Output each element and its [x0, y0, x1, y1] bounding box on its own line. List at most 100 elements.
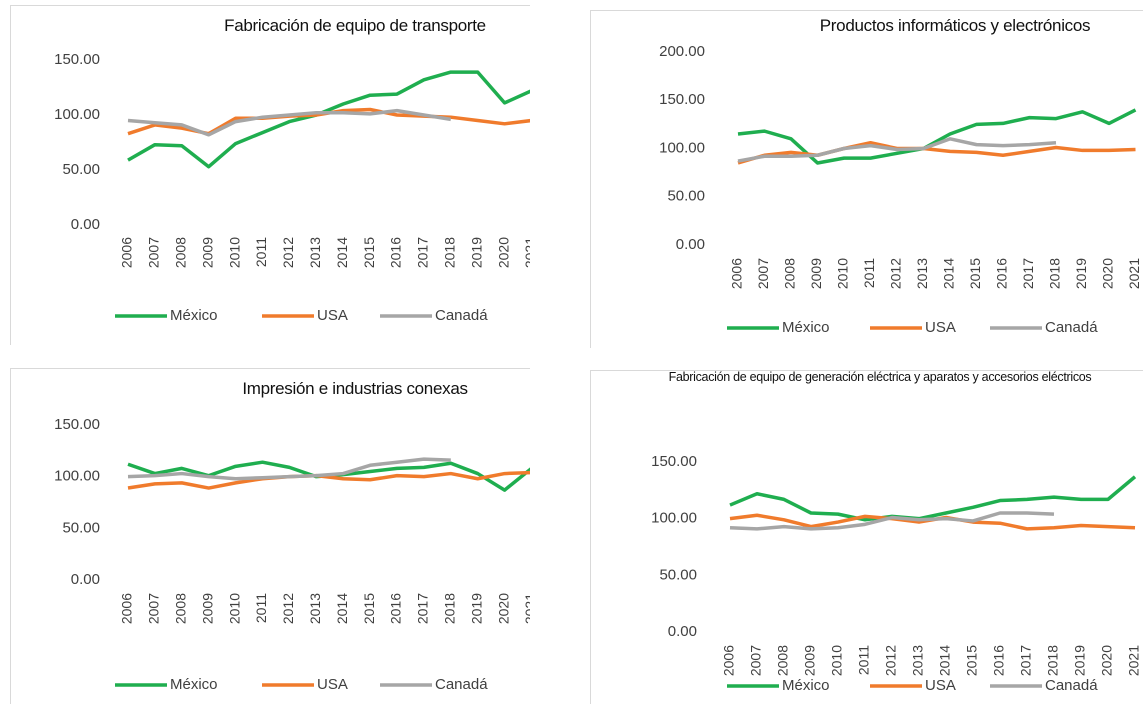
data-line: [729, 475, 1137, 522]
legend-label: México: [782, 319, 830, 336]
x-tick-label: 2018: [442, 593, 458, 624]
x-tick-label: 2007: [146, 237, 162, 268]
x-tick-label: 2006: [729, 258, 745, 289]
x-tick-label: 2009: [199, 237, 215, 268]
x-tick-label: 2011: [856, 645, 872, 675]
y-tick-label: 0.00: [71, 216, 100, 233]
y-tick-label: 150.00: [54, 51, 100, 68]
panel-border: [590, 10, 1143, 348]
x-tick-label: 2017: [1020, 258, 1036, 289]
panel-border: [590, 370, 1143, 704]
y-tick-label: 100.00: [659, 139, 705, 156]
y-tick-label: 0.00: [668, 623, 697, 640]
panel-border: [10, 368, 530, 704]
legend-label: Canadá: [435, 307, 488, 324]
y-tick-label: 100.00: [651, 510, 697, 527]
x-tick-label: 2013: [914, 258, 930, 289]
chart-panel: 0.00 50.00 100.00 150.00 2006 2007 2008 2009 201…: [10, 5, 538, 345]
x-tick-label: 2020: [1099, 645, 1115, 676]
x-tick-label: 2012: [280, 237, 296, 268]
legend-label: USA: [925, 677, 956, 694]
x-tick-label: 2011: [253, 593, 269, 623]
chart-title: Fabricación de equipo de transporte: [224, 16, 486, 35]
x-tick-label: 2012: [883, 645, 899, 676]
x-tick-label: 2013: [307, 593, 323, 624]
legend-label: Canadá: [435, 676, 488, 693]
data-line: [127, 457, 451, 481]
y-tick-label: 150.00: [651, 453, 697, 470]
x-tick-label: 2009: [199, 593, 215, 624]
x-tick-label: 2020: [1100, 258, 1116, 289]
x-tick-label: 2019: [1073, 258, 1089, 289]
x-tick-label: 2015: [964, 645, 980, 676]
legend-label: USA: [925, 319, 956, 336]
chart-panel: 0.00 50.00 100.00 150.00 200.00 2006 2007 2008 2…: [590, 10, 1143, 348]
x-tick-label: 2012: [280, 593, 296, 624]
data-line: [729, 511, 1055, 531]
x-tick-label: 2013: [307, 237, 323, 268]
x-tick-label: 2009: [802, 645, 818, 676]
data-line: [737, 108, 1137, 165]
x-tick-label: 2007: [146, 593, 162, 624]
x-tick-label: 2016: [991, 645, 1007, 676]
data-line: [127, 108, 452, 137]
chart-title: Impresión e industrias conexas: [242, 379, 468, 398]
x-tick-label: 2017: [1018, 645, 1034, 676]
x-tick-label: 2017: [415, 237, 431, 268]
x-tick-label: 2006: [721, 645, 737, 676]
x-tick-label: 2008: [775, 645, 791, 676]
data-line: [737, 140, 1136, 165]
y-tick-label: 0.00: [676, 236, 705, 253]
x-tick-label: 2014: [334, 593, 350, 624]
legend-label: México: [170, 307, 218, 324]
y-tick-label: 150.00: [659, 91, 705, 108]
x-tick-label: 2021: [1126, 258, 1142, 289]
legend-label: USA: [317, 307, 348, 324]
x-tick-label: 2010: [226, 593, 242, 624]
x-tick-label: 2020: [495, 593, 511, 624]
x-tick-label: 2007: [755, 258, 771, 289]
x-tick-label: 2012: [888, 258, 904, 289]
x-tick-label: 2021: [522, 593, 538, 624]
x-tick-label: 2015: [361, 237, 377, 268]
y-tick-label: 50.00: [667, 188, 705, 205]
x-tick-label: 2017: [415, 593, 431, 624]
x-tick-label: 2018: [1047, 258, 1063, 289]
x-tick-label: 2008: [173, 237, 189, 268]
x-tick-label: 2018: [442, 237, 458, 268]
y-tick-label: 200.00: [659, 43, 705, 60]
chart-panel: 0.00 50.00 100.00 150.00 2006 2007 2008 2009 201…: [590, 370, 1143, 704]
y-tick-label: 50.00: [659, 566, 697, 583]
x-tick-label: 2021: [1126, 645, 1142, 676]
y-tick-label: 50.00: [62, 161, 100, 178]
x-tick-label: 2019: [468, 593, 484, 624]
y-tick-label: 100.00: [54, 106, 100, 123]
x-tick-label: 2016: [994, 258, 1010, 289]
x-tick-label: 2019: [1072, 645, 1088, 676]
legend-label: Canadá: [1045, 677, 1098, 694]
x-tick-label: 2014: [941, 258, 957, 289]
x-tick-label: 2016: [388, 237, 404, 268]
x-tick-label: 2016: [388, 593, 404, 624]
x-tick-label: 2008: [173, 593, 189, 624]
chart-title: Fabricación de equipo de generación eléc…: [668, 370, 1092, 384]
y-tick-label: 100.00: [54, 468, 100, 485]
x-tick-label: 2019: [468, 237, 484, 268]
panel-border: [10, 5, 530, 345]
x-tick-label: 2010: [226, 237, 242, 268]
x-tick-label: 2006: [119, 593, 135, 624]
x-tick-label: 2020: [495, 237, 511, 268]
x-tick-label: 2021: [522, 237, 538, 268]
chart-title: Productos informáticos y electrónicos: [819, 16, 1091, 35]
data-line: [127, 70, 530, 169]
legend-label: México: [782, 677, 830, 694]
x-tick-label: 2010: [829, 645, 845, 676]
x-tick-label: 2015: [361, 593, 377, 624]
x-tick-label: 2011: [253, 237, 269, 267]
y-tick-label: 150.00: [54, 416, 100, 433]
data-line: [127, 470, 530, 490]
x-tick-label: 2014: [937, 645, 953, 676]
data-line: [737, 137, 1057, 163]
